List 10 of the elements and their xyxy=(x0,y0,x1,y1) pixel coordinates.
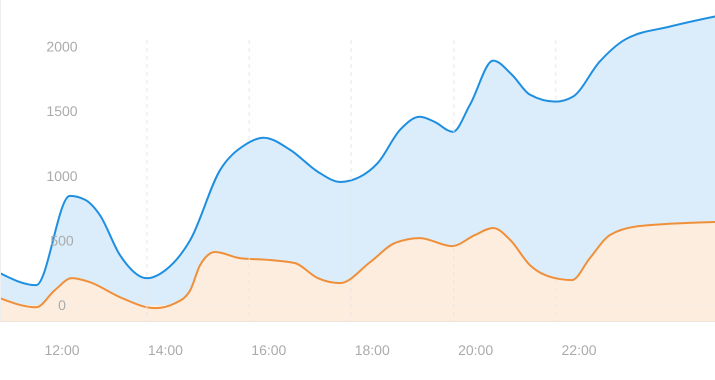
x-tick-label: 20:00 xyxy=(458,342,494,358)
x-tick-label: 14:00 xyxy=(148,342,184,358)
y-tick-label: 2000 xyxy=(46,38,78,55)
y-tick-label: 1500 xyxy=(46,103,78,120)
x-tick-label: 12:00 xyxy=(44,342,80,358)
x-tick-label: 18:00 xyxy=(354,342,390,358)
y-tick-label: 0 xyxy=(58,297,66,314)
y-tick-label: 1000 xyxy=(46,168,78,184)
x-tick-label: 22:00 xyxy=(562,342,597,358)
x-tick-label: 16:00 xyxy=(251,342,287,358)
